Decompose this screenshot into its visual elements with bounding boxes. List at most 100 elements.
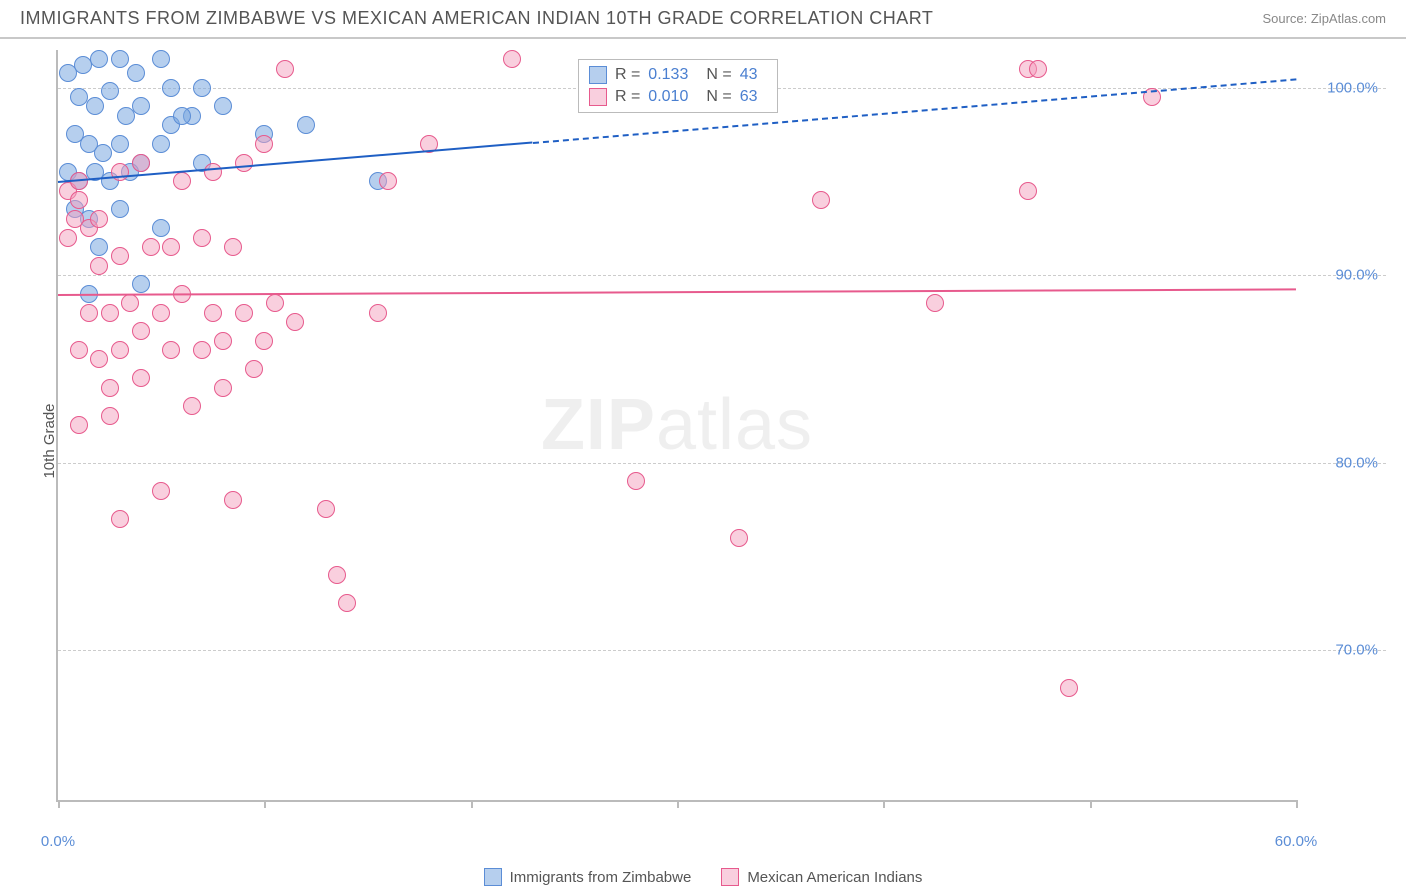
scatter-point — [297, 116, 315, 134]
legend-swatch — [721, 868, 739, 886]
legend-swatch — [484, 868, 502, 886]
scatter-point — [132, 369, 150, 387]
xtick — [1090, 800, 1092, 808]
scatter-point — [101, 379, 119, 397]
stat-n-value: 43 — [740, 66, 758, 84]
scatter-point — [812, 191, 830, 209]
scatter-point — [111, 200, 129, 218]
plot-region: ZIPatlas 70.0%80.0%90.0%100.0%0.0%60.0%R… — [56, 50, 1296, 802]
scatter-point — [152, 50, 170, 68]
scatter-point — [86, 97, 104, 115]
scatter-point — [111, 341, 129, 359]
scatter-point — [1019, 182, 1037, 200]
gridline-h — [58, 463, 1386, 464]
xtick — [1296, 800, 1298, 808]
scatter-point — [162, 238, 180, 256]
stat-r-value: 0.010 — [648, 88, 688, 106]
legend-label: Immigrants from Zimbabwe — [510, 869, 692, 886]
scatter-point — [70, 88, 88, 106]
stat-n-label: N = — [706, 88, 731, 106]
scatter-point — [80, 304, 98, 322]
stat-r-label: R = — [615, 66, 640, 84]
scatter-point — [90, 50, 108, 68]
scatter-point — [173, 172, 191, 190]
scatter-point — [379, 172, 397, 190]
scatter-point — [255, 332, 273, 350]
ytick-label: 90.0% — [1335, 267, 1378, 284]
scatter-point — [162, 79, 180, 97]
scatter-point — [162, 341, 180, 359]
scatter-point — [627, 472, 645, 490]
scatter-point — [101, 407, 119, 425]
scatter-point — [111, 510, 129, 528]
scatter-point — [59, 229, 77, 247]
scatter-point — [204, 163, 222, 181]
scatter-point — [121, 294, 139, 312]
scatter-point — [127, 64, 145, 82]
scatter-point — [730, 529, 748, 547]
scatter-point — [245, 360, 263, 378]
watermark: ZIPatlas — [541, 384, 813, 466]
scatter-point — [235, 304, 253, 322]
scatter-point — [224, 491, 242, 509]
ytick-label: 80.0% — [1335, 454, 1378, 471]
scatter-point — [90, 238, 108, 256]
scatter-point — [132, 275, 150, 293]
scatter-point — [152, 304, 170, 322]
scatter-point — [255, 135, 273, 153]
scatter-point — [70, 416, 88, 434]
scatter-point — [214, 379, 232, 397]
scatter-point — [193, 79, 211, 97]
stats-box: R =0.133N =43R =0.010N =63 — [578, 59, 779, 113]
legend-item: Immigrants from Zimbabwe — [484, 868, 692, 886]
scatter-point — [317, 500, 335, 518]
chart-title: IMMIGRANTS FROM ZIMBABWE VS MEXICAN AMER… — [20, 8, 933, 29]
scatter-point — [90, 350, 108, 368]
scatter-point — [193, 341, 211, 359]
chart-header: IMMIGRANTS FROM ZIMBABWE VS MEXICAN AMER… — [0, 0, 1406, 39]
scatter-point — [111, 50, 129, 68]
legend-swatch — [589, 66, 607, 84]
stat-n-value: 63 — [740, 88, 758, 106]
scatter-point — [132, 322, 150, 340]
scatter-point — [286, 313, 304, 331]
scatter-point — [328, 566, 346, 584]
xtick — [883, 800, 885, 808]
scatter-point — [224, 238, 242, 256]
scatter-point — [266, 294, 284, 312]
legend-bottom: Immigrants from Zimbabwe Mexican American… — [0, 868, 1406, 886]
xtick — [264, 800, 266, 808]
xtick-label: 0.0% — [41, 833, 75, 850]
trend-line — [58, 288, 1296, 296]
scatter-point — [152, 482, 170, 500]
xtick — [471, 800, 473, 808]
scatter-point — [214, 97, 232, 115]
xtick — [677, 800, 679, 808]
scatter-point — [70, 341, 88, 359]
ytick-label: 100.0% — [1327, 79, 1378, 96]
chart-source: Source: ZipAtlas.com — [1262, 11, 1386, 26]
scatter-point — [1060, 679, 1078, 697]
scatter-point — [926, 294, 944, 312]
scatter-point — [152, 219, 170, 237]
scatter-point — [235, 154, 253, 172]
stat-r-label: R = — [615, 88, 640, 106]
scatter-point — [101, 304, 119, 322]
scatter-point — [204, 304, 222, 322]
scatter-point — [338, 594, 356, 612]
chart-area: 10th Grade ZIPatlas 70.0%80.0%90.0%100.0… — [48, 50, 1386, 832]
gridline-h — [58, 650, 1386, 651]
scatter-point — [369, 304, 387, 322]
xtick-label: 60.0% — [1275, 833, 1318, 850]
scatter-point — [1029, 60, 1047, 78]
legend-label: Mexican American Indians — [747, 869, 922, 886]
scatter-point — [74, 56, 92, 74]
scatter-point — [173, 107, 191, 125]
scatter-point — [276, 60, 294, 78]
scatter-point — [111, 247, 129, 265]
ytick-label: 70.0% — [1335, 642, 1378, 659]
scatter-point — [152, 135, 170, 153]
scatter-point — [111, 135, 129, 153]
scatter-point — [90, 210, 108, 228]
scatter-point — [101, 82, 119, 100]
